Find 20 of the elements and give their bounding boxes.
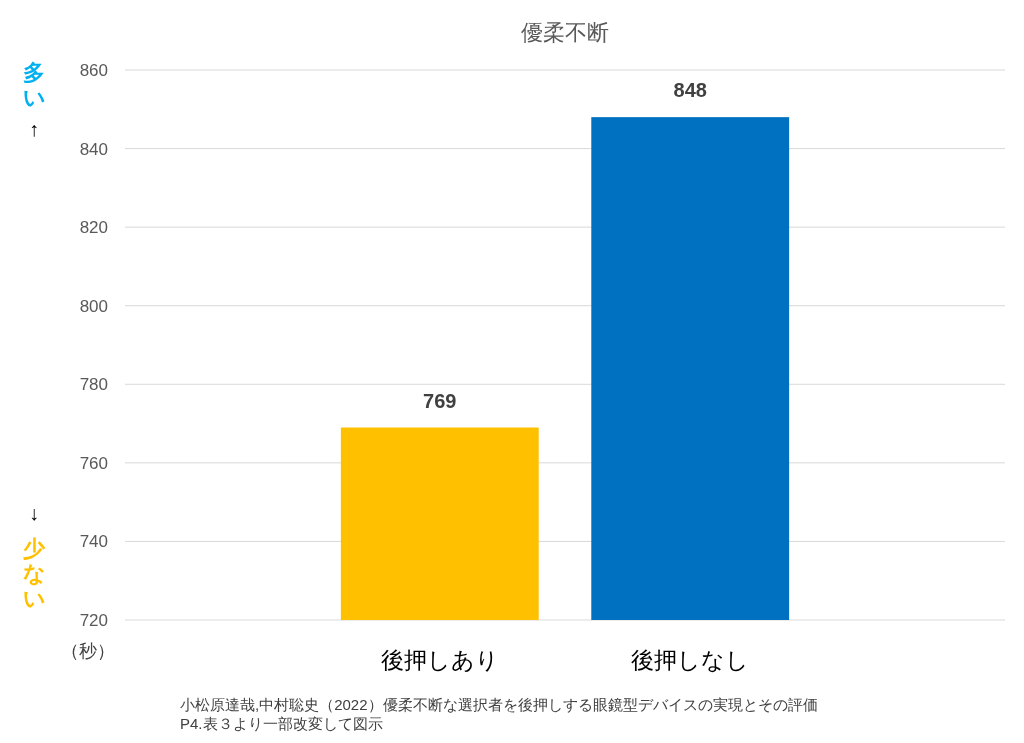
chart-title: 優柔不断 bbox=[521, 20, 609, 45]
y-tick-label: 760 bbox=[79, 453, 108, 473]
text: 小松原達哉,中村聡史（2022）優柔不断な選択者を後押しする眼鏡型デバイスの実現とその評価 bbox=[180, 696, 818, 713]
y-tick-label: 860 bbox=[79, 61, 108, 80]
text: ↓ bbox=[29, 502, 39, 524]
text: 少ない bbox=[22, 536, 46, 611]
y-tick-label: 780 bbox=[79, 375, 108, 395]
x-tick-label: 後押しなし bbox=[631, 647, 750, 673]
y-axis-title: （秒） bbox=[61, 641, 115, 661]
text: ↑ bbox=[29, 118, 39, 140]
y-tick-label: 740 bbox=[79, 532, 108, 552]
data-label: 848 bbox=[673, 79, 707, 102]
y-tick-label: 800 bbox=[79, 296, 108, 316]
text: P4.表３より一部改変して図示 bbox=[180, 715, 383, 732]
y-tick-label: 820 bbox=[79, 218, 108, 238]
x-tick-label: 後押しあり bbox=[380, 647, 499, 673]
y-tick-label: 720 bbox=[79, 611, 108, 630]
text: 多い bbox=[22, 60, 46, 110]
data-label: 769 bbox=[423, 389, 457, 412]
y-tick-label: 840 bbox=[79, 139, 108, 159]
